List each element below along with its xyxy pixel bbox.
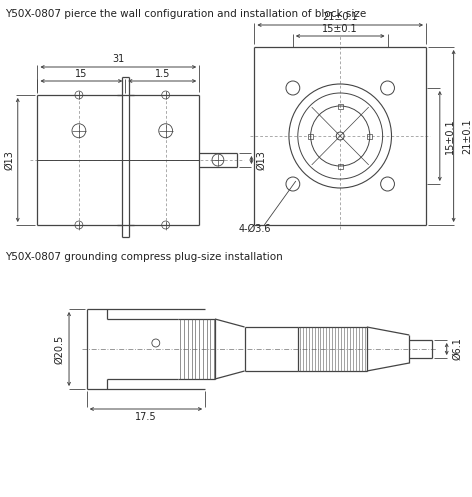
Text: Y50X-0807 pierce the wall configuration and installation of block size: Y50X-0807 pierce the wall configuration … — [5, 9, 366, 19]
Bar — [338, 164, 343, 168]
Text: Ø13: Ø13 — [256, 150, 266, 170]
Text: Ø6.1: Ø6.1 — [453, 337, 463, 360]
Text: 4-Ø3.6: 4-Ø3.6 — [239, 224, 271, 234]
Bar — [367, 134, 372, 139]
Text: 17.5: 17.5 — [135, 412, 157, 422]
Text: Y50X-0807 grounding compress plug-size installation: Y50X-0807 grounding compress plug-size i… — [5, 252, 283, 262]
Text: 15±0.1: 15±0.1 — [322, 24, 358, 34]
Text: 1.5: 1.5 — [154, 69, 170, 79]
Text: Ø13: Ø13 — [4, 150, 14, 170]
Text: Ø20.5: Ø20.5 — [54, 334, 64, 364]
Text: 21±0.1: 21±0.1 — [322, 12, 358, 22]
Bar — [308, 134, 313, 139]
Text: 31: 31 — [112, 54, 125, 64]
Text: 15±0.1: 15±0.1 — [445, 118, 455, 154]
Text: 15: 15 — [75, 69, 87, 79]
Bar — [338, 103, 343, 108]
Text: 21±0.1: 21±0.1 — [463, 118, 472, 154]
